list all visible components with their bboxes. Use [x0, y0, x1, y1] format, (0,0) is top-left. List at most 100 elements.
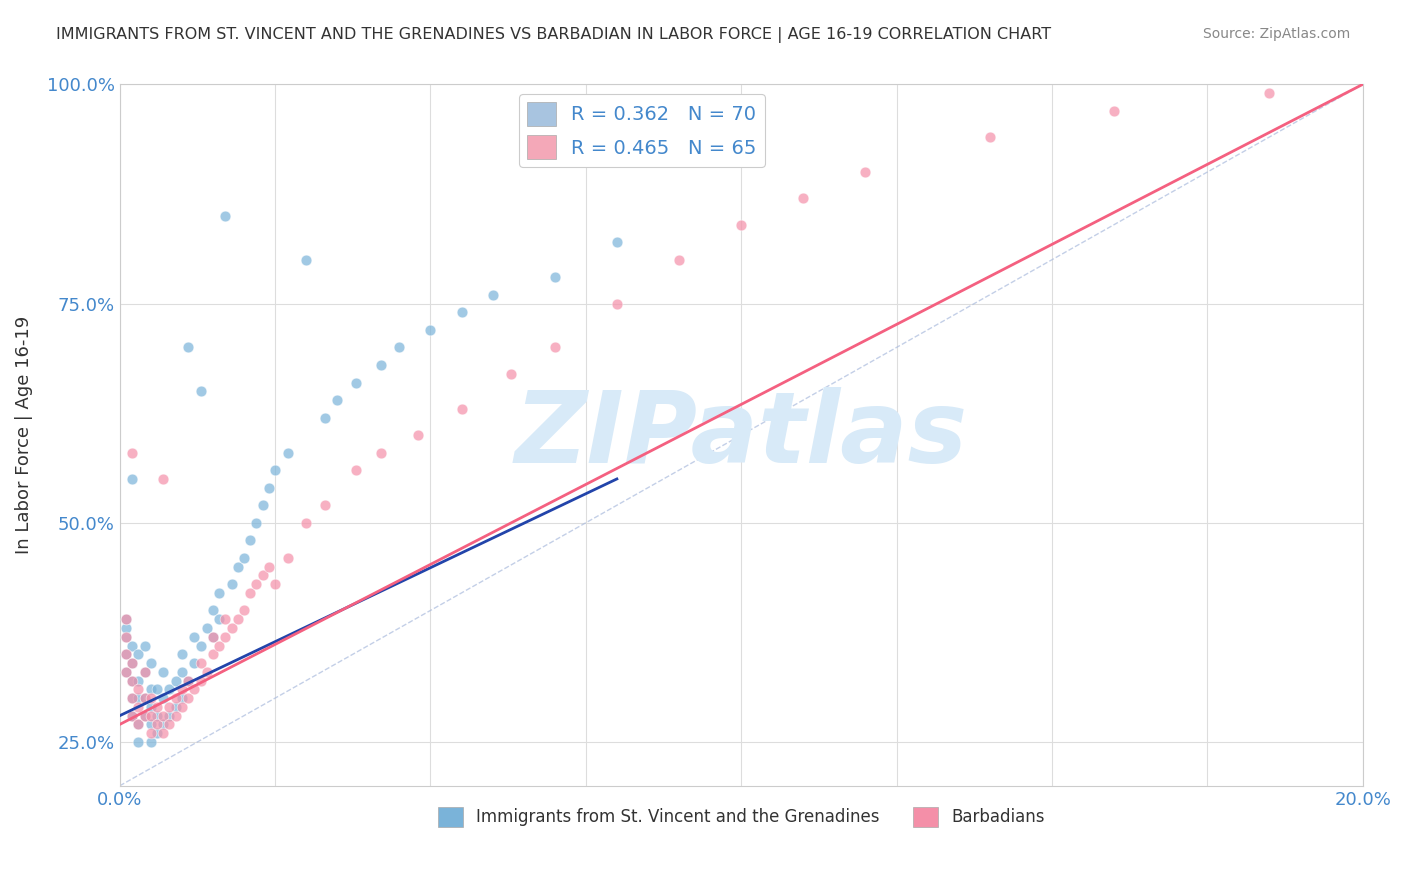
Immigrants from St. Vincent and the Grenadines: [344, 376, 367, 390]
Barbadians: [344, 463, 367, 477]
Barbadians: [190, 656, 212, 670]
Immigrants from St. Vincent and the Grenadines: [450, 305, 472, 319]
Immigrants from St. Vincent and the Grenadines: [195, 621, 218, 635]
Immigrants from St. Vincent and the Grenadines: [121, 673, 143, 688]
Barbadians: [146, 699, 169, 714]
Immigrants from St. Vincent and the Grenadines: [127, 648, 149, 662]
Text: IMMIGRANTS FROM ST. VINCENT AND THE GRENADINES VS BARBADIAN IN LABOR FORCE | AGE: IMMIGRANTS FROM ST. VINCENT AND THE GREN…: [56, 27, 1052, 43]
Immigrants from St. Vincent and the Grenadines: [481, 288, 503, 302]
Immigrants from St. Vincent and the Grenadines: [326, 392, 349, 407]
Immigrants from St. Vincent and the Grenadines: [121, 708, 143, 723]
Barbadians: [668, 252, 690, 267]
Barbadians: [152, 472, 174, 486]
Barbadians: [214, 612, 236, 626]
Immigrants from St. Vincent and the Grenadines: [134, 691, 156, 706]
Immigrants from St. Vincent and the Grenadines: [233, 550, 256, 565]
Immigrants from St. Vincent and the Grenadines: [221, 577, 243, 591]
Immigrants from St. Vincent and the Grenadines: [606, 235, 628, 250]
Barbadians: [127, 682, 149, 697]
Barbadians: [370, 445, 392, 459]
Barbadians: [239, 586, 262, 600]
Immigrants from St. Vincent and the Grenadines: [277, 445, 299, 459]
Barbadians: [127, 717, 149, 731]
Immigrants from St. Vincent and the Grenadines: [127, 673, 149, 688]
Barbadians: [134, 691, 156, 706]
Immigrants from St. Vincent and the Grenadines: [121, 472, 143, 486]
Barbadians: [177, 673, 200, 688]
Barbadians: [245, 577, 267, 591]
Barbadians: [1258, 86, 1281, 100]
Immigrants from St. Vincent and the Grenadines: [252, 498, 274, 512]
Immigrants from St. Vincent and the Grenadines: [159, 682, 181, 697]
Barbadians: [159, 699, 181, 714]
Immigrants from St. Vincent and the Grenadines: [139, 656, 162, 670]
Immigrants from St. Vincent and the Grenadines: [159, 708, 181, 723]
Immigrants from St. Vincent and the Grenadines: [127, 691, 149, 706]
Barbadians: [190, 673, 212, 688]
Immigrants from St. Vincent and the Grenadines: [295, 252, 318, 267]
Immigrants from St. Vincent and the Grenadines: [165, 699, 187, 714]
Immigrants from St. Vincent and the Grenadines: [208, 586, 231, 600]
Barbadians: [170, 699, 193, 714]
Barbadians: [277, 550, 299, 565]
Immigrants from St. Vincent and the Grenadines: [183, 656, 205, 670]
Barbadians: [134, 665, 156, 679]
Barbadians: [146, 717, 169, 731]
Barbadians: [115, 648, 138, 662]
Barbadians: [314, 498, 336, 512]
Immigrants from St. Vincent and the Grenadines: [226, 559, 249, 574]
Immigrants from St. Vincent and the Grenadines: [139, 682, 162, 697]
Immigrants from St. Vincent and the Grenadines: [121, 691, 143, 706]
Immigrants from St. Vincent and the Grenadines: [115, 665, 138, 679]
Immigrants from St. Vincent and the Grenadines: [264, 463, 287, 477]
Immigrants from St. Vincent and the Grenadines: [245, 516, 267, 530]
Immigrants from St. Vincent and the Grenadines: [419, 323, 441, 337]
Barbadians: [115, 612, 138, 626]
Barbadians: [233, 603, 256, 617]
Barbadians: [730, 218, 752, 232]
Immigrants from St. Vincent and the Grenadines: [115, 621, 138, 635]
Barbadians: [183, 682, 205, 697]
Barbadians: [152, 726, 174, 740]
Barbadians: [979, 130, 1001, 145]
Immigrants from St. Vincent and the Grenadines: [170, 691, 193, 706]
Barbadians: [195, 665, 218, 679]
Barbadians: [855, 165, 877, 179]
Y-axis label: In Labor Force | Age 16-19: In Labor Force | Age 16-19: [15, 316, 32, 554]
Barbadians: [214, 630, 236, 644]
Barbadians: [121, 673, 143, 688]
Immigrants from St. Vincent and the Grenadines: [170, 648, 193, 662]
Barbadians: [170, 682, 193, 697]
Immigrants from St. Vincent and the Grenadines: [190, 639, 212, 653]
Immigrants from St. Vincent and the Grenadines: [121, 656, 143, 670]
Barbadians: [139, 726, 162, 740]
Barbadians: [1102, 103, 1125, 118]
Legend: Immigrants from St. Vincent and the Grenadines, Barbadians: Immigrants from St. Vincent and the Gren…: [432, 800, 1052, 833]
Immigrants from St. Vincent and the Grenadines: [134, 708, 156, 723]
Barbadians: [121, 445, 143, 459]
Immigrants from St. Vincent and the Grenadines: [115, 648, 138, 662]
Immigrants from St. Vincent and the Grenadines: [201, 603, 224, 617]
Barbadians: [134, 708, 156, 723]
Barbadians: [165, 691, 187, 706]
Barbadians: [152, 708, 174, 723]
Barbadians: [201, 630, 224, 644]
Immigrants from St. Vincent and the Grenadines: [146, 708, 169, 723]
Barbadians: [208, 639, 231, 653]
Barbadians: [139, 708, 162, 723]
Barbadians: [501, 367, 523, 381]
Immigrants from St. Vincent and the Grenadines: [170, 665, 193, 679]
Immigrants from St. Vincent and the Grenadines: [134, 639, 156, 653]
Immigrants from St. Vincent and the Grenadines: [388, 341, 411, 355]
Immigrants from St. Vincent and the Grenadines: [165, 673, 187, 688]
Immigrants from St. Vincent and the Grenadines: [314, 410, 336, 425]
Immigrants from St. Vincent and the Grenadines: [127, 717, 149, 731]
Immigrants from St. Vincent and the Grenadines: [139, 699, 162, 714]
Barbadians: [115, 630, 138, 644]
Barbadians: [165, 708, 187, 723]
Barbadians: [139, 691, 162, 706]
Immigrants from St. Vincent and the Grenadines: [127, 735, 149, 749]
Barbadians: [450, 401, 472, 416]
Immigrants from St. Vincent and the Grenadines: [115, 630, 138, 644]
Immigrants from St. Vincent and the Grenadines: [121, 639, 143, 653]
